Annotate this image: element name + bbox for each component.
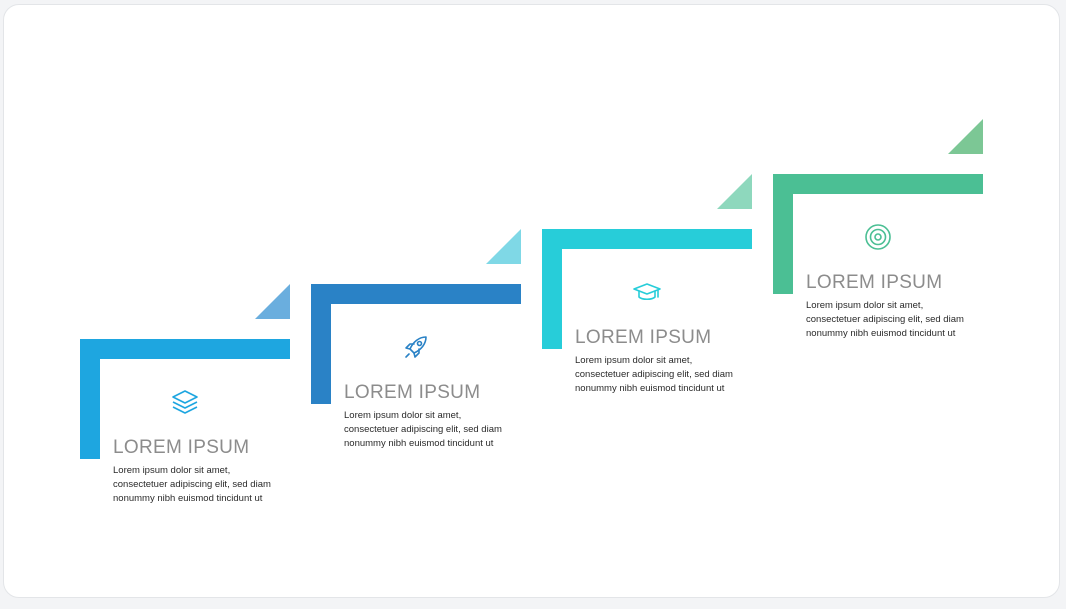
corner-triangle: [486, 229, 521, 264]
step-4: LOREM IPSUM Lorem ipsum dolor sit amet, …: [773, 119, 983, 444]
corner-triangle: [717, 174, 752, 209]
step-bar-top: [773, 174, 983, 194]
step-title: LOREM IPSUM: [575, 327, 712, 348]
step-bar-left: [542, 229, 562, 349]
corner-triangle: [948, 119, 983, 154]
rocket-icon: [401, 332, 431, 362]
corner-triangle: [255, 284, 290, 319]
step-description: Lorem ipsum dolor sit amet, consectetuer…: [344, 410, 502, 449]
step-description: Lorem ipsum dolor sit amet, consectetuer…: [575, 355, 733, 394]
target-icon: [863, 222, 893, 252]
step-bar-top: [80, 339, 290, 359]
step-bar-top: [311, 284, 521, 304]
step-bar-left: [311, 284, 331, 404]
step-bar-left: [80, 339, 100, 459]
step-description: Lorem ipsum dolor sit amet, consectetuer…: [806, 300, 964, 339]
step-description: Lorem ipsum dolor sit amet, consectetuer…: [113, 465, 271, 504]
step-bar-top: [542, 229, 752, 249]
step-title: LOREM IPSUM: [344, 382, 481, 403]
step-1: LOREM IPSUM Lorem ipsum dolor sit amet, …: [80, 284, 290, 609]
layers-icon: [170, 387, 200, 417]
step-2: LOREM IPSUM Lorem ipsum dolor sit amet, …: [311, 229, 521, 554]
slide-card: [3, 4, 1060, 598]
step-title: LOREM IPSUM: [806, 272, 943, 293]
step-3: LOREM IPSUM Lorem ipsum dolor sit amet, …: [542, 174, 752, 499]
step-bar-left: [773, 174, 793, 294]
step-title: LOREM IPSUM: [113, 437, 250, 458]
graduation-cap-icon: [632, 277, 662, 307]
